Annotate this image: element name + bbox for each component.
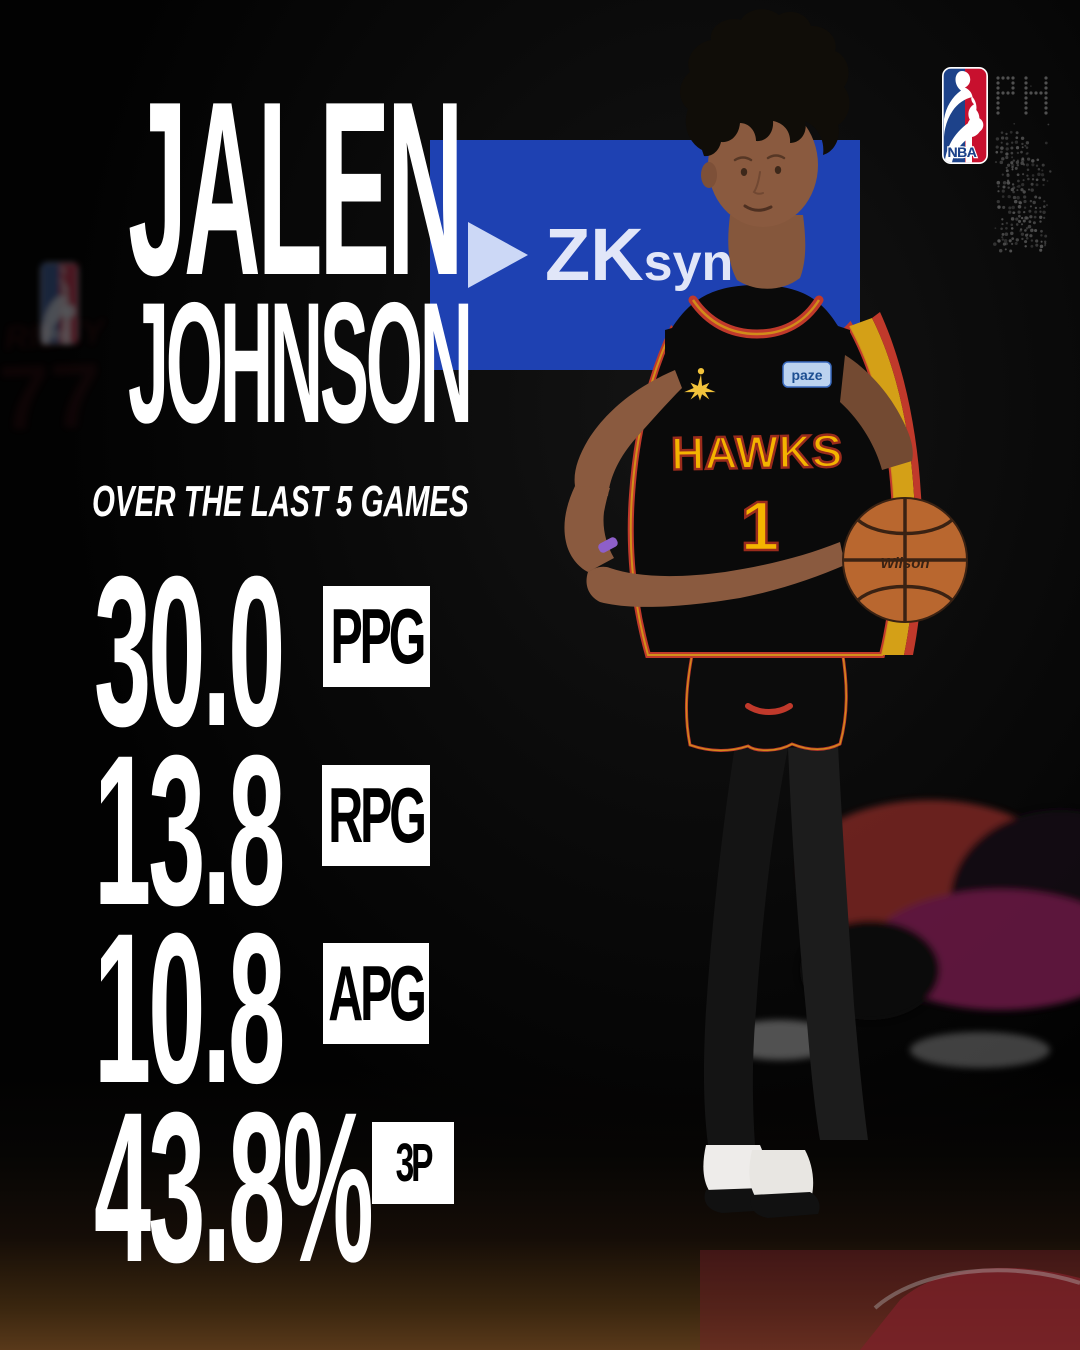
svg-text:1: 1 — [741, 487, 780, 565]
svg-text:paze: paze — [791, 367, 822, 383]
svg-text:NBA: NBA — [45, 328, 70, 342]
svg-text:NBA: NBA — [948, 144, 977, 160]
svg-text:Wilson: Wilson — [880, 555, 929, 572]
svg-text:HAWKS: HAWKS — [671, 425, 843, 480]
svg-text:77: 77 — [0, 344, 103, 450]
